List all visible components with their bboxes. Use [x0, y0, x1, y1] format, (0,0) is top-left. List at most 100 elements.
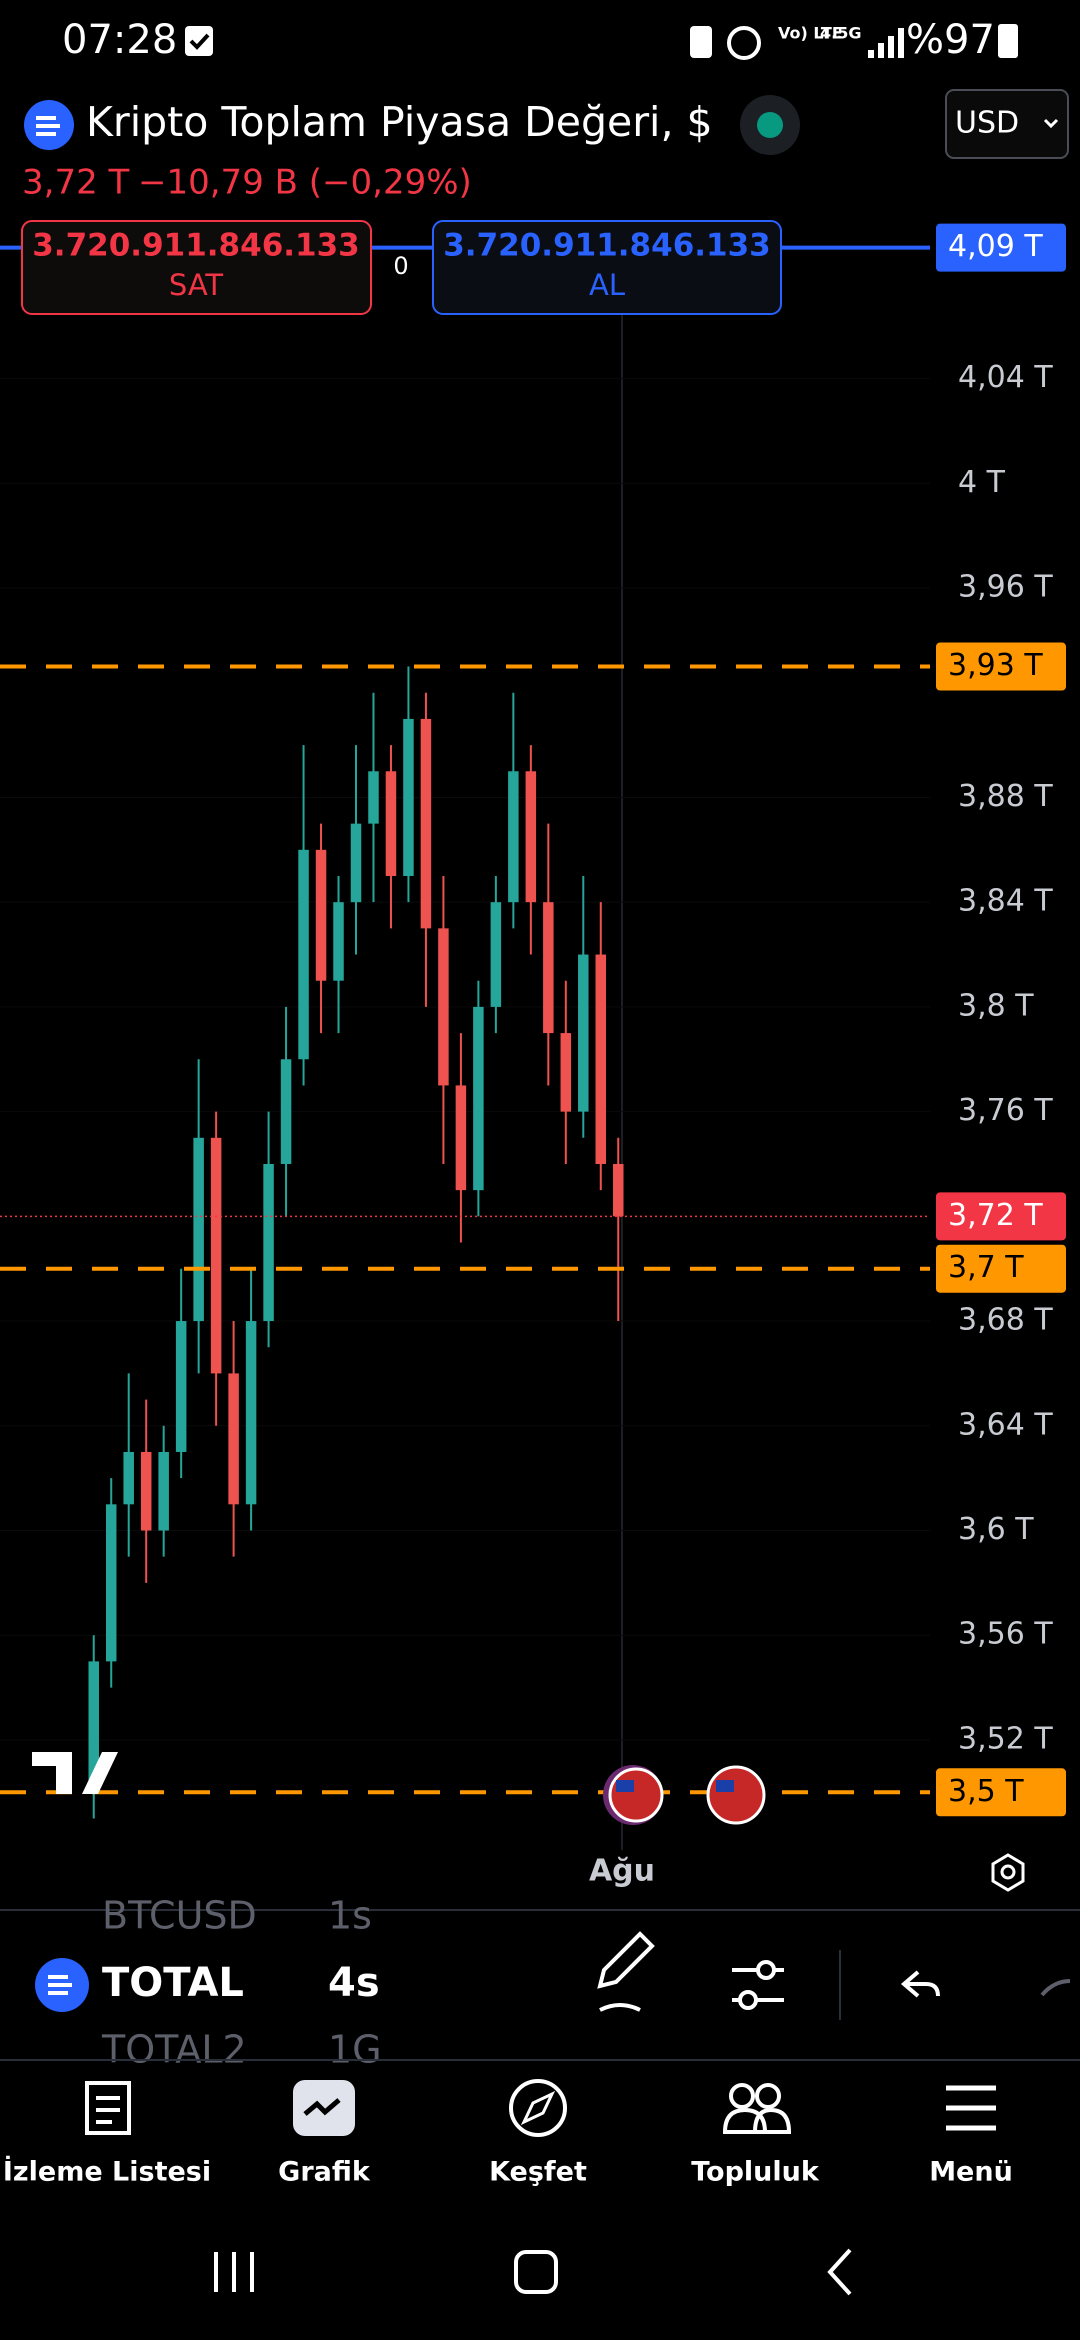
buy-button[interactable]: [432, 220, 782, 315]
sell-label: SAT: [169, 268, 224, 302]
price-level-tag: [936, 1192, 1066, 1241]
candle-body: [543, 902, 554, 1034]
candle-body: [210, 1137, 222, 1374]
candle-body: [263, 1163, 274, 1322]
candle-body: [175, 1321, 187, 1452]
price-level-label: 3,93 T: [948, 648, 1043, 683]
candle-body: [420, 718, 432, 929]
candle-body: [280, 1059, 292, 1164]
candle-body: [368, 771, 379, 824]
price-level-tag: [936, 1244, 1066, 1293]
sell-price: 3.720.911.846.133: [32, 228, 360, 264]
quote: 3,72 T: [22, 163, 130, 203]
signal-icon: [868, 28, 904, 58]
interval[interactable]: 4s: [328, 1960, 380, 2006]
interval-ghost: 1s: [328, 1894, 372, 1938]
price-level-label: 4,09 T: [948, 229, 1043, 264]
candle-body: [158, 1451, 169, 1531]
explore-needle: [520, 2090, 556, 2126]
redo-icon[interactable]: [1040, 1979, 1071, 1997]
candle-body: [140, 1451, 152, 1531]
home-button[interactable]: [514, 2250, 558, 2294]
candle-body: [525, 771, 537, 903]
back-button[interactable]: [827, 2248, 852, 2296]
nav-label[interactable]: Menü: [929, 2157, 1013, 2188]
candle-body: [473, 1006, 484, 1191]
y-tick-label: 4,04 T: [958, 360, 1053, 395]
status-icon: [690, 26, 712, 58]
candle-body: [298, 849, 309, 1060]
tradingview-logo: [32, 1752, 118, 1794]
status-time: 07:28: [62, 17, 177, 63]
chart-icon-line: [303, 2098, 341, 2116]
chart: 4,04 T 4 T 3,96 T 3,88 T 3,84 T 3,8 T 3,76 T 3,…: [0, 223, 1066, 1850]
watchlist-icon[interactable]: [85, 2081, 131, 2135]
undo-icon[interactable]: [900, 1970, 940, 1998]
candle-body: [490, 902, 502, 1007]
nav-label[interactable]: İzleme Listesi: [3, 2156, 211, 2188]
candle-body: [455, 1085, 467, 1191]
symbol-ghost: TOTAL2: [101, 2028, 247, 2072]
price-level-label: 3,7 T: [948, 1250, 1024, 1285]
price-level-tag: [936, 642, 1066, 691]
symbol-icon-lines: [36, 116, 60, 136]
status-icon-check: [189, 33, 210, 50]
y-tick-label: 3,56 T: [958, 1617, 1053, 1652]
community-icon[interactable]: [729, 2083, 755, 2109]
status-icon: [185, 26, 213, 56]
event-flag[interactable]: [706, 1765, 766, 1825]
flag-canton: [616, 1780, 634, 1792]
candle-body: [560, 1033, 572, 1112]
nav-label[interactable]: Keşfet: [489, 2157, 587, 2188]
settings-icon-center: [1000, 1864, 1016, 1880]
nav-label[interactable]: Topluluk: [691, 2157, 820, 2188]
y-tick-label: 3,88 T: [958, 779, 1053, 814]
y-tick-label: 3,52 T: [958, 1721, 1053, 1756]
alarm-icon: [727, 26, 761, 60]
y-tick-label: 4 T: [958, 465, 1006, 500]
settings-icon[interactable]: [991, 1853, 1025, 1892]
menu-icon[interactable]: [946, 2085, 996, 2131]
price-level-tag: [936, 223, 1066, 272]
candle-body: [508, 771, 519, 903]
header-title[interactable]: Kripto Toplam Piyasa Değeri, $: [86, 98, 713, 146]
explore-icon[interactable]: [509, 2079, 567, 2137]
battery-text: %97: [906, 17, 995, 63]
y-tick-label: 3,64 T: [958, 1407, 1053, 1442]
network: 4.5G: [820, 24, 861, 43]
candle-body: [578, 954, 589, 1112]
nav-label[interactable]: Grafik: [278, 2157, 371, 2188]
candle-body: [613, 1163, 624, 1217]
candle-body: [350, 823, 362, 903]
currency: USD: [955, 106, 1019, 141]
candle-body: [333, 902, 344, 981]
candle-body: [193, 1137, 204, 1322]
recent-apps[interactable]: [214, 2252, 254, 2292]
market-status-dot[interactable]: [757, 112, 783, 138]
event-flag: [608, 1767, 664, 1823]
interval-ghost: 1G: [328, 2028, 382, 2072]
y-tick-label: 3,76 T: [958, 1093, 1053, 1128]
battery-icon: [998, 24, 1018, 58]
candle-body: [403, 718, 414, 876]
sell-button[interactable]: [21, 220, 372, 315]
y-tick-label: 3,84 T: [958, 884, 1053, 919]
currency-button[interactable]: [945, 89, 1069, 159]
price-level-label: 3,5 T: [948, 1774, 1024, 1809]
candle-body: [595, 954, 607, 1164]
y-tick-label: 3,68 T: [958, 1303, 1053, 1338]
buy-price: 3.720.911.846.133: [443, 228, 771, 264]
symbol-icon-lines: [48, 1975, 72, 1995]
indicator-knob: [756, 1960, 776, 1980]
candle-body: [438, 928, 449, 1086]
candle-body: [315, 849, 327, 981]
candle-body: [88, 1661, 99, 1793]
draw-tool-icon[interactable]: [597, 1931, 655, 2012]
candle-body: [385, 771, 397, 876]
symbol[interactable]: TOTAL: [102, 1960, 244, 2006]
flag-canton: [716, 1780, 734, 1792]
trade-panel: 3.720.911.846.133 SAT 0 3.720.911.846.13…: [21, 220, 782, 315]
y-tick-label: 3,96 T: [958, 570, 1053, 605]
